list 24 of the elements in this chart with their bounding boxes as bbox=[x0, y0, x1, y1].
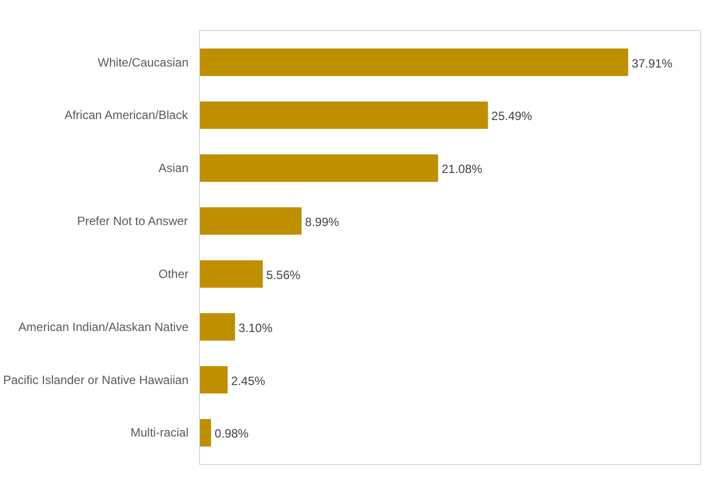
bar bbox=[200, 260, 263, 288]
y-tick-label: White/Caucasian bbox=[98, 55, 189, 70]
data-label: 37.91% bbox=[632, 56, 673, 70]
data-label: 3.10% bbox=[238, 320, 273, 335]
bar bbox=[200, 313, 236, 341]
bar bbox=[200, 101, 488, 129]
data-label: 8.99% bbox=[305, 215, 340, 230]
y-tick-label: American Indian/Alaskan Native bbox=[18, 320, 189, 334]
data-label: 21.08% bbox=[442, 162, 483, 176]
bar bbox=[200, 207, 302, 235]
bar bbox=[200, 154, 438, 182]
data-label: 5.56% bbox=[266, 268, 301, 282]
y-tick-label: Other bbox=[158, 266, 189, 281]
bar bbox=[200, 419, 212, 446]
y-tick-label: African American/Black bbox=[64, 108, 189, 122]
y-tick-label: Multi-racial bbox=[130, 426, 189, 440]
y-tick-label: Pacific Islander or Native Hawaiian bbox=[3, 372, 189, 387]
data-label: 0.98% bbox=[214, 426, 249, 441]
data-label: 25.49% bbox=[491, 109, 532, 124]
bar bbox=[200, 366, 228, 394]
y-tick-label: Prefer Not to Answer bbox=[77, 214, 188, 228]
y-tick-label: Asian bbox=[158, 161, 189, 176]
data-label: 2.45% bbox=[231, 374, 266, 388]
bar bbox=[200, 48, 628, 76]
